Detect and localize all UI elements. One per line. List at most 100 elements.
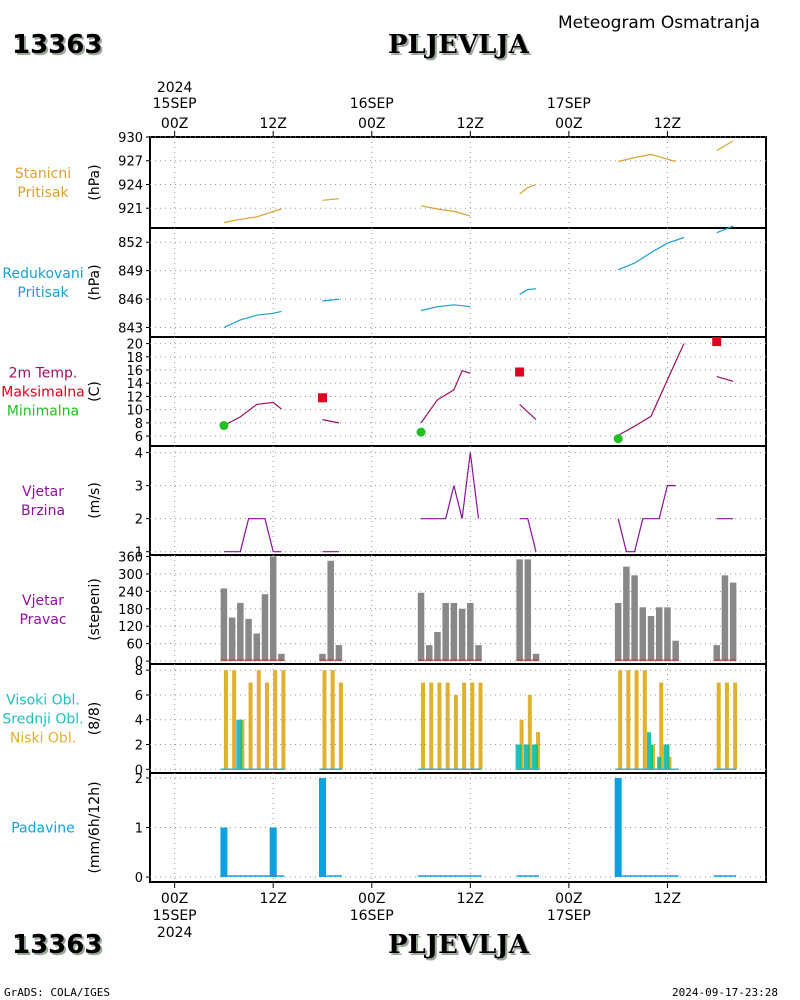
- panel-padavine: 0 1 2 (mm/6h/12h) Padavine: [11, 772, 767, 886]
- y-tick-label: 1: [135, 822, 143, 837]
- cloud-bar: [647, 732, 652, 770]
- series-line: [617, 343, 685, 436]
- panel-frame: [149, 772, 767, 883]
- series-line: [617, 485, 676, 553]
- direction-bar: [220, 588, 228, 662]
- direction-bar: [623, 566, 630, 662]
- cloud-bar: [659, 682, 664, 770]
- direction-bar: [319, 653, 326, 662]
- cloud-bar: [470, 682, 475, 770]
- cloud-bar: [236, 719, 241, 770]
- cloud-bar: [453, 694, 458, 770]
- panel-label: Vjetar: [22, 593, 64, 609]
- hour-label-top: 00Z: [161, 116, 188, 132]
- station-name-bottom: PLJEVLJA: [388, 930, 529, 960]
- cloud-bar: [429, 682, 434, 770]
- series-line: [421, 452, 480, 520]
- series-line: [322, 298, 339, 302]
- panel-label: Pravac: [19, 612, 66, 628]
- y-tick-label: 6: [135, 689, 143, 704]
- panel-stanicni: 921 924 927 930 (hPa) Stanicni Pritisak: [15, 131, 767, 229]
- y-tick-label: 120: [118, 620, 143, 635]
- y-tick-label: 10: [126, 404, 143, 419]
- y-tick-label: 1: [135, 546, 143, 561]
- panel-vjetar: 1 2 3 4 (m/s) Vjetar Brzina: [21, 445, 767, 561]
- y-tick-label: 2: [135, 739, 143, 754]
- direction-bar: [713, 645, 720, 662]
- panel-label: Maksimalna: [1, 385, 85, 401]
- panel-label: Niski Obl.: [10, 731, 76, 747]
- direction-bar: [458, 608, 466, 662]
- cloud-bar: [733, 682, 738, 770]
- y-tick-label: 60: [126, 638, 143, 653]
- min-temp-marker: [219, 421, 229, 431]
- y-tick-label: 924: [118, 178, 143, 193]
- cloud-bar: [281, 670, 286, 770]
- precip-bar: [220, 827, 228, 878]
- series-line: [519, 183, 537, 195]
- panel-frame: [149, 336, 767, 447]
- y-tick-label: 930: [118, 131, 143, 146]
- y-tick-label: 4: [135, 447, 143, 462]
- hour-label-bottom: 00Z: [555, 891, 582, 907]
- y-tick-label: 3: [135, 480, 143, 495]
- day-label-bottom: 15SEP: [153, 908, 197, 924]
- direction-bar: [261, 594, 269, 662]
- y-tick-label: 18: [126, 351, 143, 366]
- cloud-bar: [322, 670, 327, 770]
- cloud-bar: [478, 682, 483, 770]
- series-line: [322, 419, 340, 424]
- direction-bar: [335, 645, 343, 662]
- hour-label-top: 00Z: [358, 116, 385, 132]
- precip-bar: [614, 777, 622, 878]
- hour-label-top: 12Z: [654, 116, 681, 132]
- y-tick-label: 0: [135, 763, 143, 778]
- series-line: [716, 225, 734, 234]
- direction-bar: [664, 607, 671, 662]
- hour-label-bottom: 00Z: [161, 891, 188, 907]
- max-temp-marker: [317, 393, 327, 403]
- direction-bar: [532, 653, 540, 662]
- hour-label-bottom: 12Z: [654, 891, 681, 907]
- y-tick-label: 360: [118, 550, 143, 565]
- panel-label: 2m Temp.: [9, 366, 78, 382]
- cloud-bar: [642, 670, 647, 770]
- series-line: [223, 518, 282, 553]
- hour-label-top: 12Z: [259, 116, 286, 132]
- min-temp-marker: [613, 434, 623, 444]
- direction-bar: [253, 633, 261, 662]
- direction-bar: [672, 640, 679, 662]
- cloud-bar: [273, 670, 278, 770]
- y-tick-label: 921: [118, 202, 143, 217]
- panel-frame: [149, 136, 767, 229]
- direction-bar: [237, 602, 244, 662]
- direction-bar: [475, 645, 482, 662]
- direction-bar: [228, 617, 236, 662]
- y-tick-label: 843: [118, 322, 143, 337]
- panel-redukovani: 843 846 849 852 (hPa)Redukovani Pritisak: [2, 225, 767, 338]
- y-axis-label: (stepeni): [87, 578, 103, 641]
- series-line: [617, 236, 685, 271]
- y-tick-label: 4: [135, 714, 143, 729]
- precip-bar: [269, 827, 277, 878]
- direction-bar: [655, 607, 663, 662]
- cloud-bar: [716, 682, 721, 770]
- cloud-bar: [724, 682, 729, 770]
- series-line: [420, 369, 471, 424]
- y-tick-label: 2: [135, 513, 143, 528]
- cloud-bar: [657, 756, 662, 770]
- series-line: [716, 140, 734, 152]
- cloud-bar: [527, 694, 532, 770]
- direction-bar: [417, 592, 425, 662]
- cloud-bar: [223, 670, 228, 770]
- panel-label: Minimalna: [7, 404, 79, 420]
- series-line: [223, 208, 282, 224]
- y-tick-label: 849: [118, 265, 143, 280]
- hour-label-bottom: 12Z: [457, 891, 484, 907]
- hour-label-bottom: 00Z: [358, 891, 385, 907]
- y-axis-label: (8/8): [87, 702, 103, 735]
- direction-bar: [327, 560, 334, 662]
- y-tick-label: 6: [135, 430, 143, 445]
- cloud-bar: [232, 670, 237, 770]
